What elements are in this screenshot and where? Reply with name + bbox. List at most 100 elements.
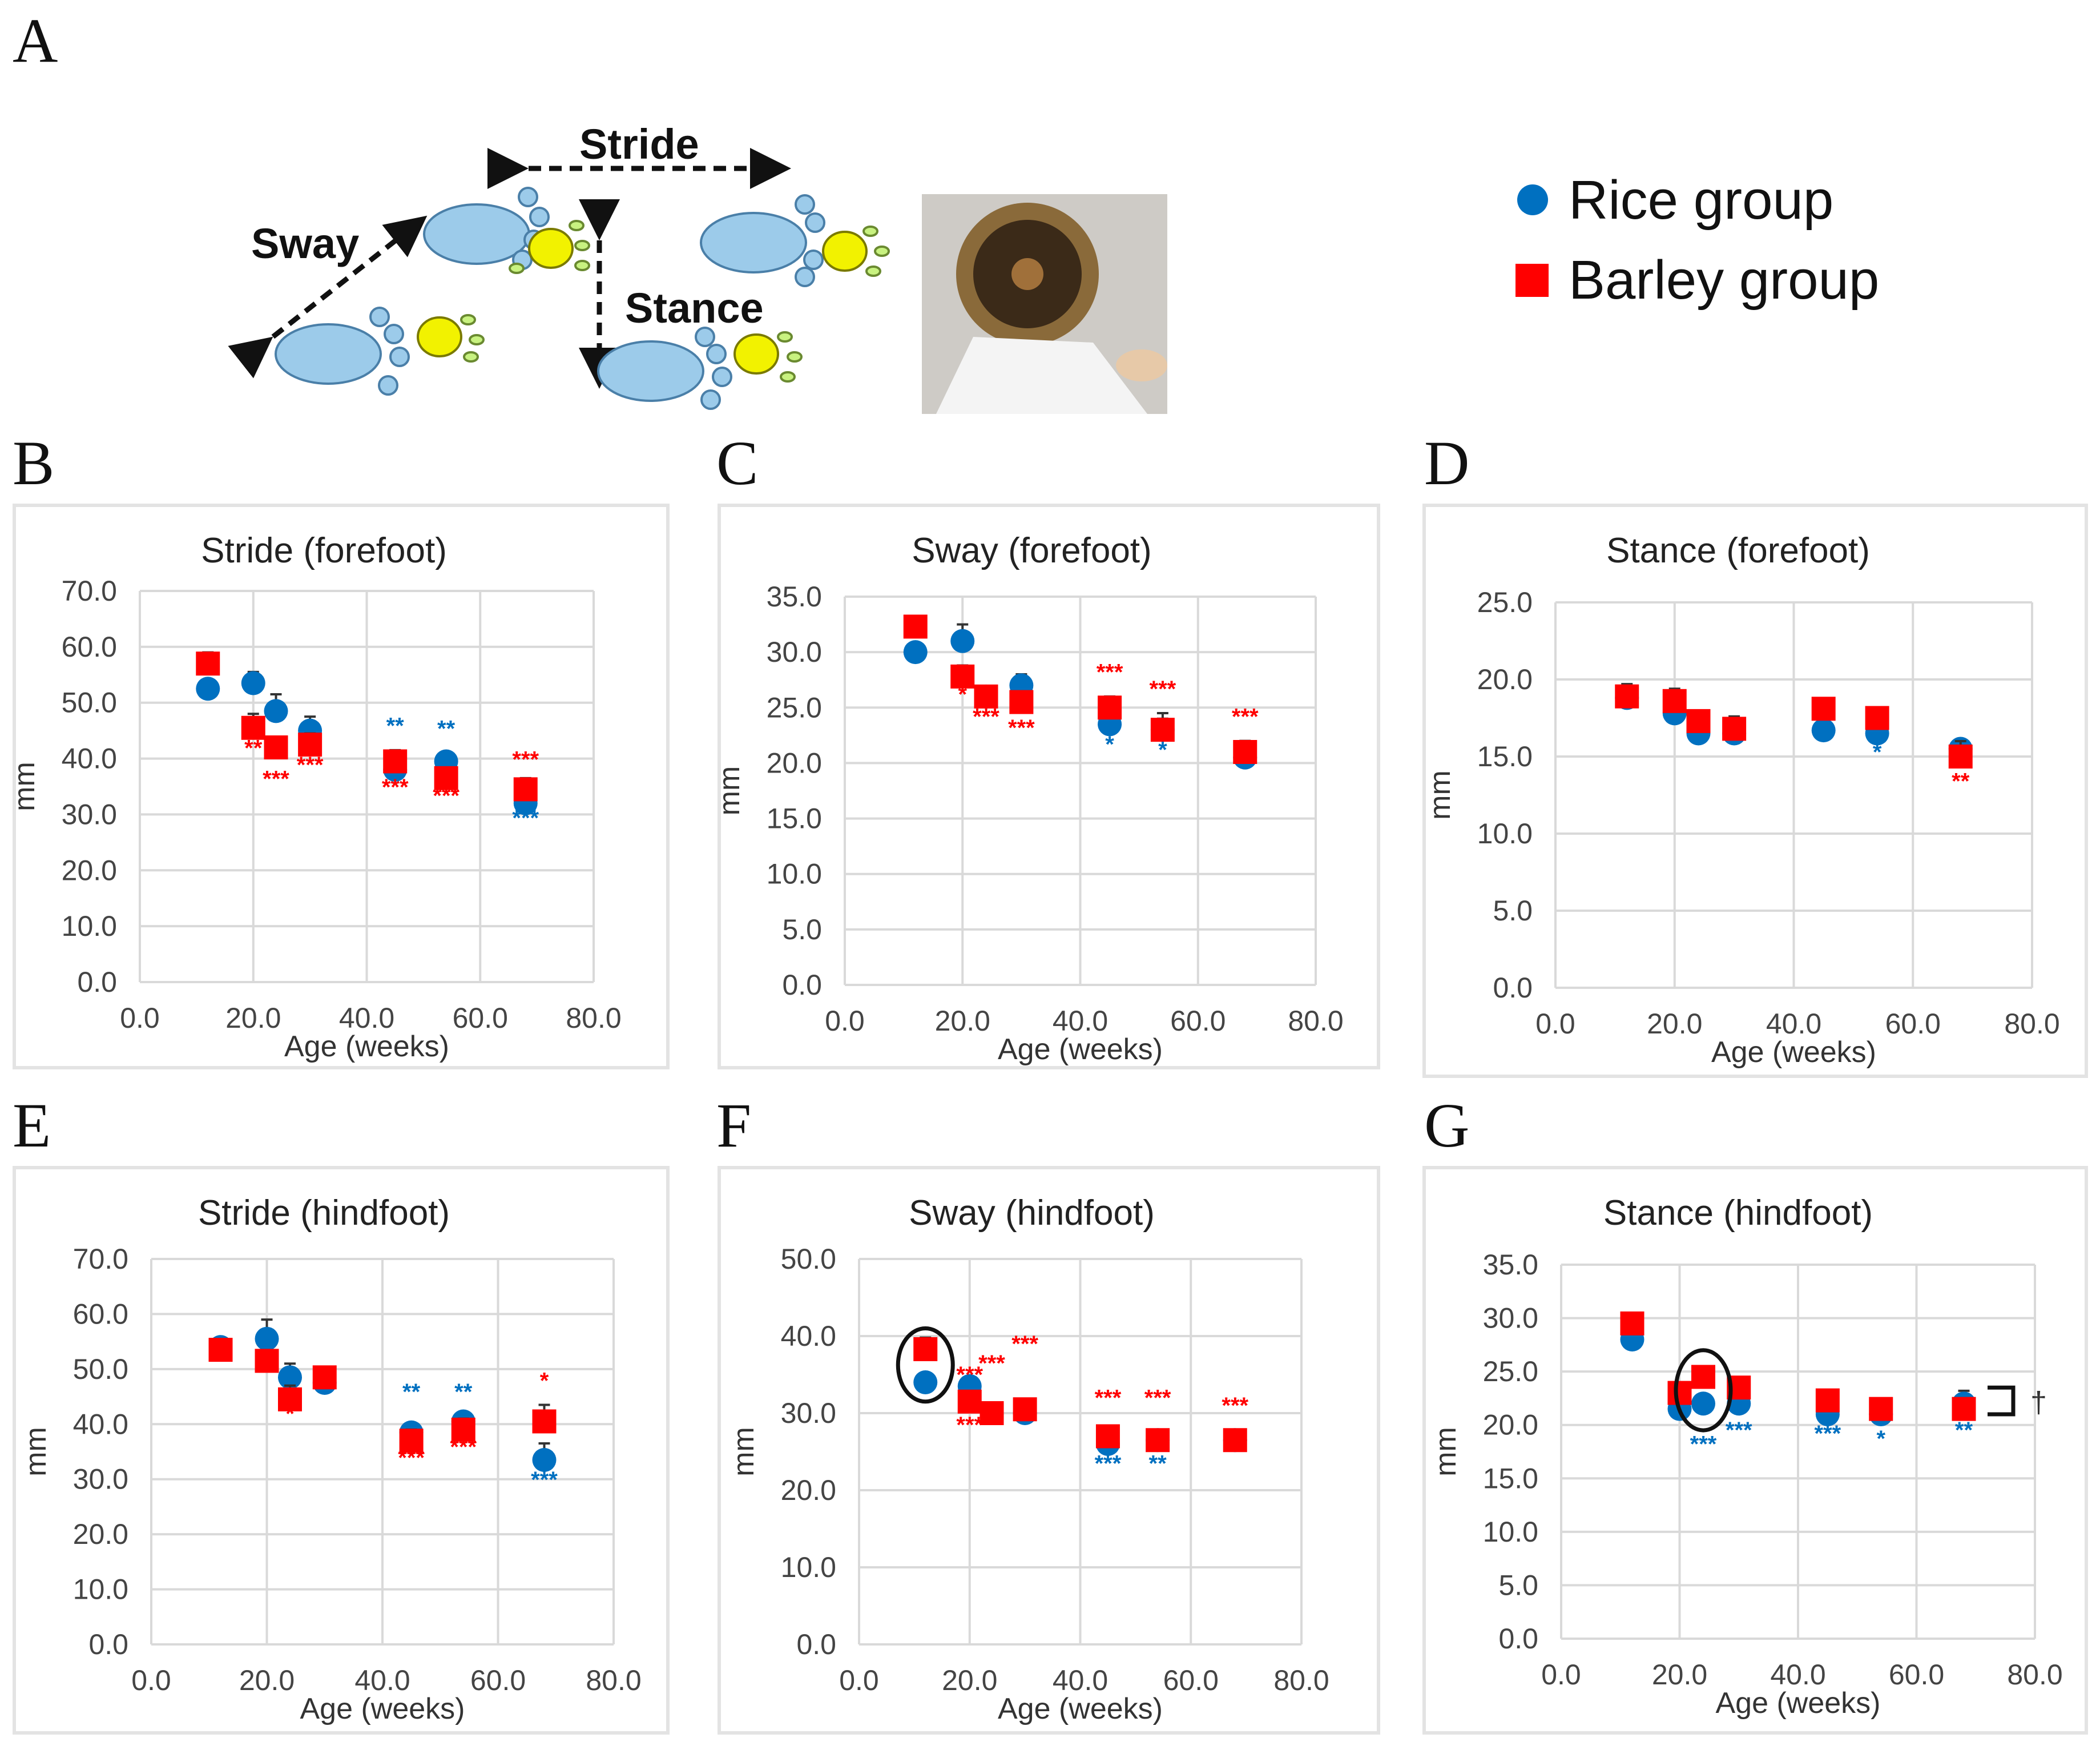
significance-mark: *** <box>1095 1451 1122 1476</box>
significance-mark: *** <box>1150 677 1176 702</box>
y-tick-label: 0.0 <box>1498 1623 1538 1655</box>
significance-mark: * <box>958 682 967 707</box>
barley-point <box>974 684 998 709</box>
x-axis-label: Age (weeks) <box>1716 1687 1881 1720</box>
barley-point <box>383 749 408 774</box>
rice-legend-label: Rice group <box>1569 170 1833 231</box>
barley-point <box>451 1417 475 1442</box>
barley-point <box>298 733 323 757</box>
chart-panel-b: Stride (forefoot) 0.0 20.0 40.0 60.0 80.0 0.0 1… <box>8 504 670 1069</box>
y-tick-label: 5.0 <box>1493 895 1533 927</box>
rice-point <box>264 699 288 723</box>
x-tick-label: 80.0 <box>2007 1659 2062 1691</box>
x-tick-label: 60.0 <box>1889 1659 1944 1691</box>
y-tick-label: 0.0 <box>1493 972 1533 1004</box>
significance-mark: *** <box>1144 1386 1171 1411</box>
significance-mark: * <box>1105 732 1114 757</box>
x-tick-label: 60.0 <box>1170 1005 1226 1037</box>
chart-title: Sway (forefoot) <box>912 531 1151 570</box>
y-tick-label: 60.0 <box>73 1298 128 1330</box>
barley-point <box>196 651 220 676</box>
x-tick-label: 20.0 <box>935 1005 990 1037</box>
significance-bracket <box>1988 1385 2016 1417</box>
significance-mark: *** <box>297 753 324 778</box>
chart-panel-d: Stance (forefoot) 0.0 20.0 40.0 60.0 80.0 0.0 5… <box>1422 504 2088 1078</box>
y-tick-label: 5.0 <box>1498 1569 1538 1601</box>
x-tick-label: 20.0 <box>239 1664 295 1696</box>
sway-arrow <box>228 215 428 379</box>
y-tick-label: 15.0 <box>1483 1462 1538 1494</box>
y-tick-label: 0.0 <box>796 1628 836 1660</box>
x-tick-label: 0.0 <box>1535 1008 1575 1040</box>
stride-label: Stride <box>579 120 699 168</box>
significance-mark: *** <box>1008 715 1035 741</box>
significance-mark: *** <box>1095 1386 1122 1411</box>
y-tick-label: 60.0 <box>62 631 117 663</box>
y-tick-label: 15.0 <box>767 803 822 835</box>
barley-point <box>1223 1428 1247 1453</box>
chart-title: Stride (forefoot) <box>201 531 447 570</box>
chart-title: Stance (forefoot) <box>1606 531 1870 570</box>
y-tick-label: 40.0 <box>62 743 117 775</box>
significance-mark: *** <box>433 783 459 808</box>
y-tick-label: 15.0 <box>1477 741 1533 773</box>
significance-mark: *** <box>512 806 539 831</box>
y-tick-label: 25.0 <box>1483 1355 1538 1387</box>
y-tick-label: 35.0 <box>1483 1249 1538 1281</box>
barley-legend-marker <box>1515 264 1549 297</box>
sway-label: Sway <box>251 220 359 267</box>
barley-point <box>913 1337 938 1361</box>
rice-point <box>241 671 265 695</box>
x-axis-label: Age (weeks) <box>300 1692 465 1725</box>
y-tick-label: 40.0 <box>781 1320 836 1352</box>
significance-mark: ** <box>437 716 456 741</box>
significance-mark: *** <box>1097 660 1123 685</box>
x-tick-label: 80.0 <box>1273 1664 1329 1696</box>
y-tick-label: 10.0 <box>73 1574 128 1606</box>
y-tick-label: 5.0 <box>782 914 822 946</box>
barley-point <box>513 777 538 802</box>
barley-point <box>950 664 975 689</box>
x-tick-label: 60.0 <box>1163 1664 1219 1696</box>
footprint-1 <box>423 187 590 274</box>
significance-mark: *** <box>512 747 539 772</box>
x-tick-label: 0.0 <box>131 1664 171 1696</box>
significance-mark: *** <box>1690 1432 1717 1457</box>
significance-mark: * <box>1158 738 1167 763</box>
barley-point <box>1952 1397 1976 1421</box>
chart-title: Sway (hindfoot) <box>909 1193 1155 1233</box>
significance-mark: * <box>1876 1426 1885 1451</box>
significance-mark: ** <box>454 1379 473 1405</box>
x-tick-label: 40.0 <box>1766 1008 1821 1040</box>
y-tick-label: 40.0 <box>73 1408 128 1440</box>
y-tick-label: 20.0 <box>1483 1409 1538 1441</box>
y-tick-label: 0.0 <box>782 969 822 1001</box>
y-tick-label: 50.0 <box>73 1353 128 1385</box>
dashed-arrows <box>228 148 791 389</box>
barley-point <box>278 1387 302 1411</box>
barley-point <box>1811 697 1836 721</box>
x-tick-label: 20.0 <box>1647 1008 1702 1040</box>
y-tick-label: 30.0 <box>1483 1302 1538 1334</box>
rice-legend-marker <box>1517 184 1548 215</box>
significance-mark: * <box>1873 739 1882 765</box>
significance-mark: *** <box>382 775 409 800</box>
footprint-4 <box>597 327 803 410</box>
barley-point <box>903 614 928 639</box>
highlight-ellipse <box>1674 1348 1733 1433</box>
y-tick-label: 70.0 <box>73 1243 128 1275</box>
barley-point <box>399 1429 424 1453</box>
x-tick-label: 20.0 <box>942 1664 997 1696</box>
x-tick-label: 0.0 <box>825 1005 865 1037</box>
y-tick-label: 20.0 <box>1477 663 1533 695</box>
barley-point <box>1865 706 1889 730</box>
significance-mark: * <box>285 1401 295 1426</box>
legend: Rice group Barley group <box>1515 170 1879 311</box>
y-tick-label: 30.0 <box>62 798 117 830</box>
barley-point <box>980 1401 1004 1425</box>
barley-point <box>1098 695 1122 720</box>
barley-point <box>1233 740 1257 764</box>
chart-title: Stance (hindfoot) <box>1603 1193 1873 1233</box>
x-tick-label: 40.0 <box>1053 1664 1108 1696</box>
y-tick-label: 10.0 <box>767 858 822 890</box>
